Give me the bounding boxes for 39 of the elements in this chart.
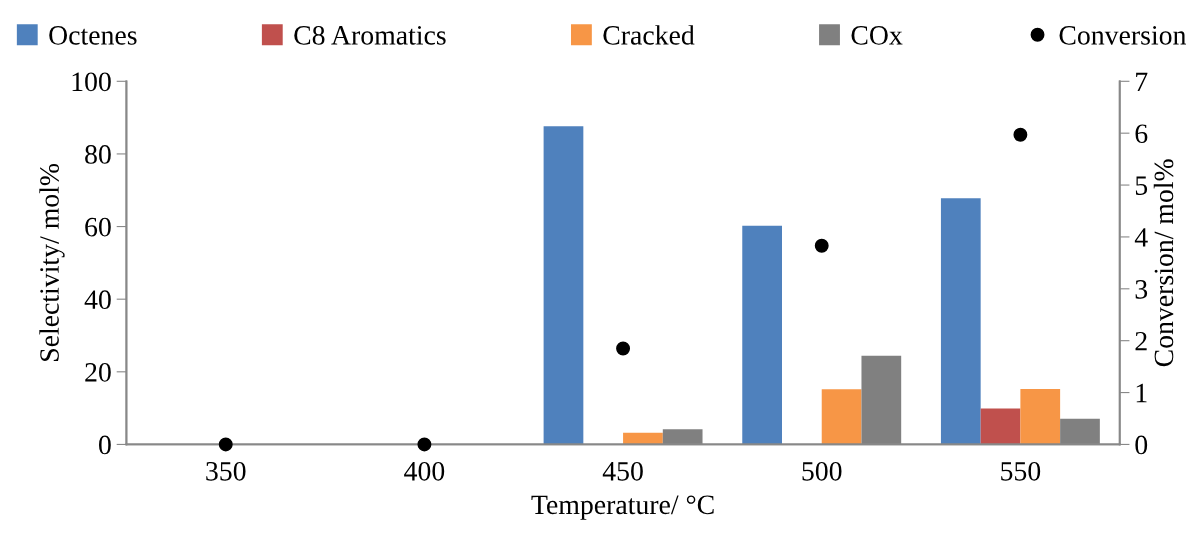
y2-tick-label: 7 — [1136, 72, 1148, 91]
bar — [940, 198, 981, 445]
bar — [742, 225, 782, 445]
bar — [1020, 388, 1061, 445]
y-tick-label: 100 — [72, 72, 111, 92]
y2-tick-label: 0 — [1135, 435, 1148, 455]
bar — [623, 432, 663, 445]
y2-tick-label: 5 — [1135, 176, 1148, 195]
x-tick-label: 550 — [1001, 461, 1041, 481]
x-tick-label: 400 — [404, 461, 445, 481]
bar — [821, 389, 862, 445]
y-axis-title: Selectivity/ mol% — [39, 163, 65, 361]
y2-tick-label: 1 — [1136, 383, 1147, 403]
legend-label: COx — [851, 26, 903, 45]
y2-tick-label: 3 — [1135, 280, 1148, 299]
point — [218, 437, 233, 452]
y-tick-label: 20 — [85, 362, 111, 382]
y2-tick-label: 2 — [1135, 331, 1147, 351]
legend-label: C8 Aromatics — [294, 25, 446, 45]
y2-tick-label: 4 — [1134, 228, 1148, 247]
x-tick-label: 500 — [802, 461, 842, 481]
legend-label: Octenes — [49, 26, 137, 45]
x-tick-label: 450 — [602, 461, 643, 481]
bar — [543, 126, 584, 445]
y2-tick-label: 6 — [1135, 124, 1148, 144]
point — [814, 238, 829, 253]
y-tick-label: 80 — [85, 145, 111, 164]
y-tick-label: 0 — [99, 435, 111, 455]
point — [1013, 127, 1028, 142]
bar — [980, 408, 1021, 445]
point — [616, 341, 631, 356]
y-tick-label: 60 — [85, 217, 111, 237]
y-tick-label: 40 — [84, 290, 111, 310]
legend-label: Conversion — [1059, 26, 1187, 45]
y2-axis-title: Conversion/ mol% — [1153, 159, 1174, 367]
legend-label: Cracked — [603, 25, 695, 45]
point — [417, 437, 432, 452]
x-tick-label: 350 — [206, 461, 246, 481]
x-axis-title: Temperature/ °C — [531, 495, 714, 520]
